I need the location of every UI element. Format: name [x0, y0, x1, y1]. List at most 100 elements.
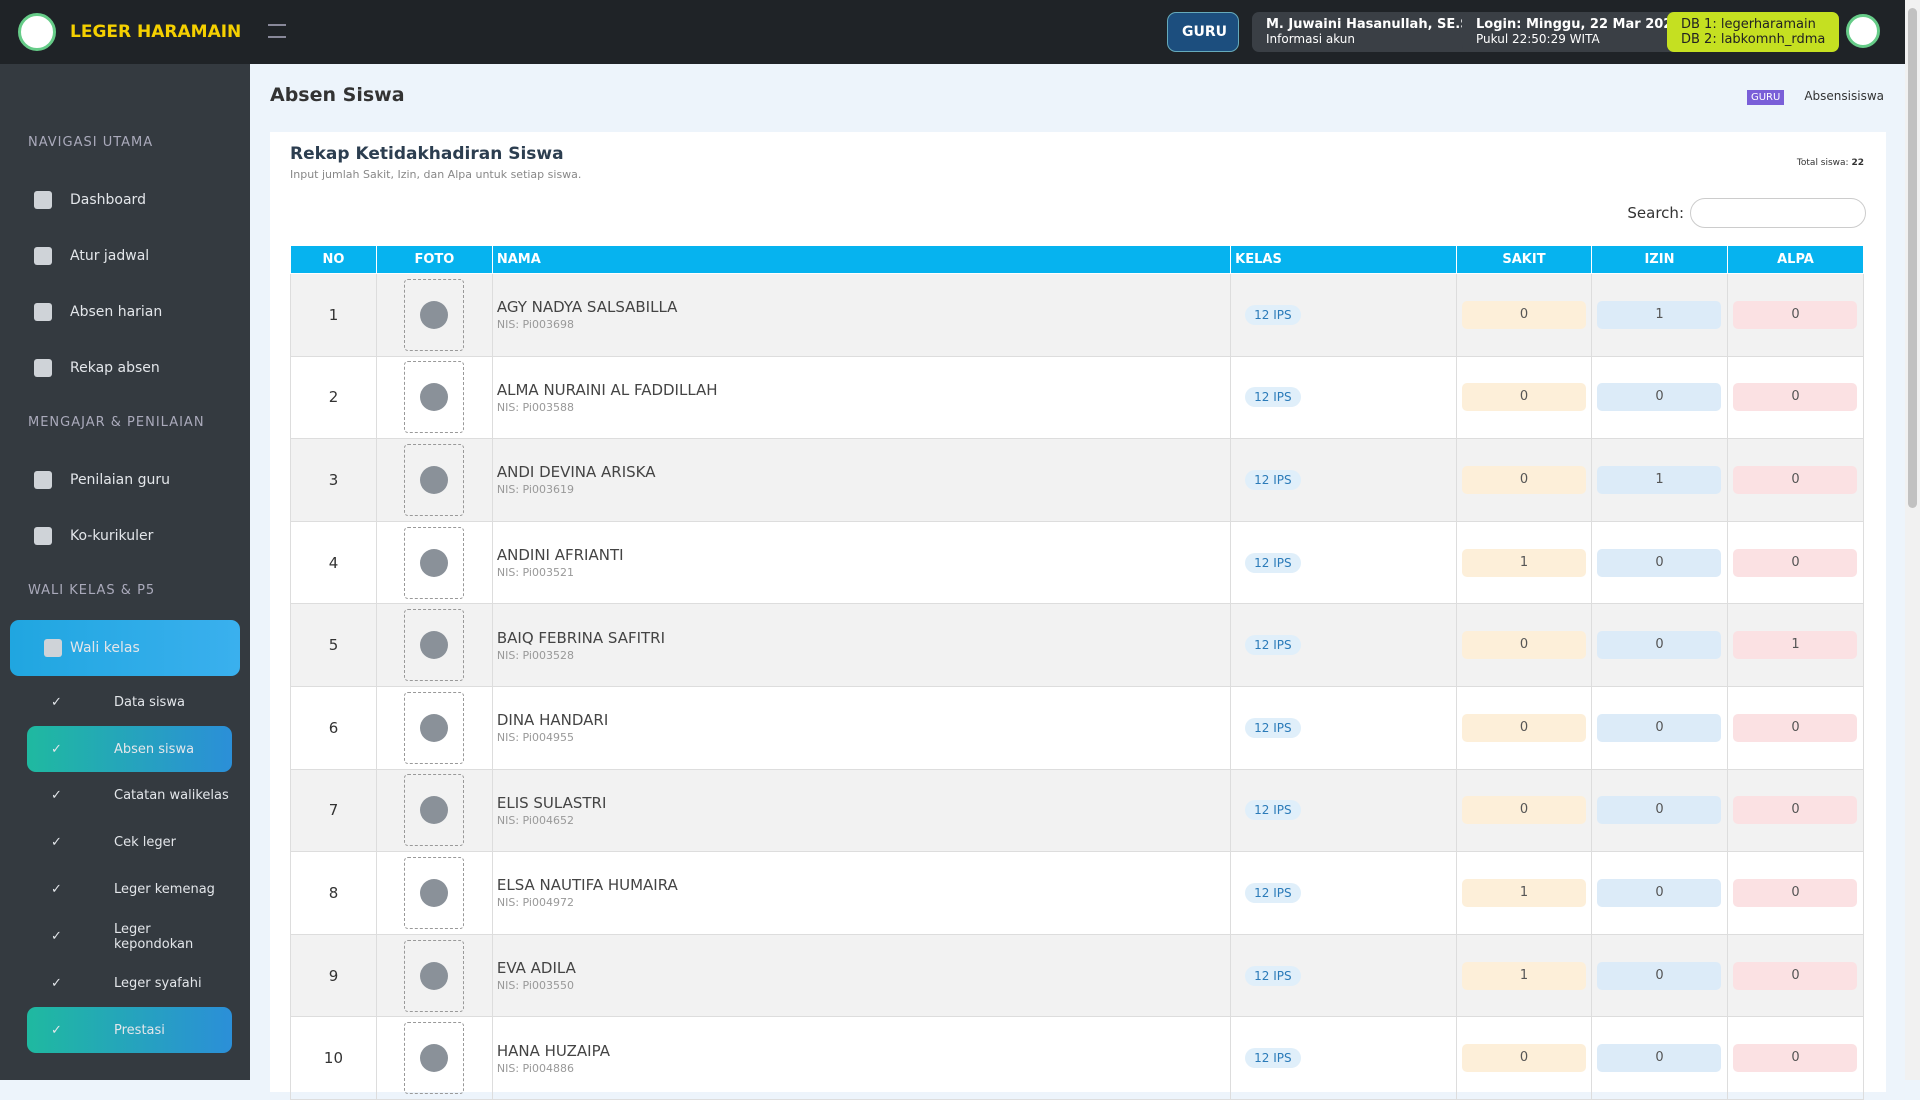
column-header[interactable]: NAMA [491, 245, 1232, 274]
nav-item[interactable]: Absen harian [0, 284, 250, 340]
sakit-input[interactable]: 1 [1461, 961, 1586, 990]
table-row: 10 HANA HUZAIPA NIS: Pi004886 12 IPS 0 0 0 [290, 1016, 1865, 1100]
student-nis: NIS: Pi004886 [496, 1061, 574, 1075]
nav-item[interactable]: Dashboard [0, 172, 250, 228]
sub-item[interactable]: Absen siswa [27, 726, 232, 772]
photo [404, 939, 465, 1012]
row-no: 7 [290, 768, 377, 853]
menu-toggle[interactable] [268, 24, 286, 38]
nav-item[interactable]: Rekap absen [0, 340, 250, 396]
alpa-cell: 0 [1726, 768, 1865, 853]
header-row: NO FOTO NAMA KELAS SAKIT IZIN ALPA [290, 245, 1865, 274]
sakit-input[interactable]: 0 [1461, 300, 1586, 329]
breadcrumb: GURU Absensisiswa [1746, 89, 1884, 105]
sakit-cell: 1 [1455, 933, 1592, 1018]
breadcrumb-badge[interactable]: GURU [1746, 90, 1785, 105]
izin-input[interactable]: 0 [1597, 548, 1722, 577]
alpa-cell: 0 [1726, 355, 1865, 440]
column-header[interactable]: FOTO [375, 245, 493, 274]
scroll-thumb[interactable] [1908, 8, 1917, 508]
nav-item[interactable]: Penilaian guru [0, 452, 250, 508]
photo-cell [375, 355, 493, 440]
izin-input[interactable]: 0 [1597, 961, 1722, 990]
alpa-input[interactable]: 0 [1733, 796, 1858, 825]
sakit-cell: 0 [1455, 768, 1592, 853]
alpa-input[interactable]: 0 [1733, 713, 1858, 742]
izin-input[interactable]: 0 [1597, 383, 1722, 412]
alpa-input[interactable]: 0 [1733, 878, 1858, 907]
alpa-input[interactable]: 0 [1733, 465, 1858, 494]
nav-item[interactable]: Atur jadwal [0, 228, 250, 284]
spacer [0, 156, 250, 172]
table-row: 8 ELSA NAUTIFA HUMAIRA NIS: Pi004972 12 IPS… [290, 851, 1865, 935]
column-header[interactable]: ALPA [1726, 245, 1865, 274]
izin-input[interactable]: 0 [1597, 796, 1722, 825]
spacer [0, 604, 250, 620]
top-bar: LEGER HARAMAIN GURU M. Juwaini Hasanulla… [0, 0, 1905, 64]
kelas-badge: 12 IPS [1245, 965, 1301, 986]
sakit-input[interactable]: 0 [1461, 713, 1586, 742]
photo-cell [375, 273, 493, 357]
total: Total siswa: 22 [1797, 158, 1864, 168]
table-body: 1 AGY NADYA SALSABILLA NIS: Pi003698 12 IPS… [290, 273, 1865, 1100]
sakit-input[interactable]: 0 [1461, 465, 1586, 494]
column-header[interactable]: KELAS [1230, 245, 1457, 274]
izin-input[interactable]: 0 [1597, 878, 1722, 907]
name-cell: EVA ADILA NIS: Pi003550 [491, 933, 1232, 1018]
alpa-cell: 0 [1726, 933, 1865, 1018]
alpa-input[interactable]: 0 [1733, 1044, 1858, 1073]
sub-item[interactable]: Leger kepondokan [27, 913, 232, 960]
sakit-input[interactable]: 0 [1461, 383, 1586, 412]
alpa-input[interactable]: 0 [1733, 300, 1858, 329]
alpa-input[interactable]: 0 [1733, 961, 1858, 990]
search-input[interactable] [1690, 198, 1866, 228]
photo-icon [420, 548, 449, 577]
photo [404, 443, 465, 516]
row-no: 9 [290, 933, 377, 1018]
alpa-input[interactable]: 1 [1733, 631, 1858, 660]
nav-item[interactable]: Wali kelas [10, 620, 240, 676]
table-row: 5 BAIQ FEBRINA SAFITRI NIS: Pi003528 12 IPS… [290, 603, 1865, 687]
nav-item[interactable]: Ko-kurikuler [0, 508, 250, 564]
kelas-badge: 12 IPS [1245, 635, 1301, 656]
alpa-cell: 0 [1726, 520, 1865, 605]
sub-item[interactable]: Cek leger [27, 819, 232, 866]
student-name: ELIS SULASTRI [496, 793, 607, 812]
row-no: 2 [290, 355, 377, 440]
sub-item[interactable]: Data siswa [27, 679, 232, 726]
sakit-input[interactable]: 1 [1461, 548, 1586, 577]
name-cell: DINA HANDARI NIS: Pi004955 [491, 685, 1232, 770]
sakit-input[interactable]: 1 [1461, 878, 1586, 907]
column-header[interactable]: IZIN [1590, 245, 1728, 274]
user-info[interactable]: M. Juwaini Hasanullah, SE.Sy Informasi ak… [1252, 12, 1493, 52]
role-button[interactable]: GURU [1167, 12, 1239, 52]
sub-item[interactable]: Leger syafahi [27, 960, 232, 1007]
alpa-cell: 0 [1726, 851, 1865, 935]
column-header[interactable]: SAKIT [1455, 245, 1592, 274]
scrollbar[interactable] [1905, 0, 1920, 1080]
sakit-input[interactable]: 0 [1461, 1044, 1586, 1073]
izin-input[interactable]: 1 [1597, 300, 1722, 329]
avatar[interactable] [1846, 14, 1880, 48]
alpa-input[interactable]: 0 [1733, 548, 1858, 577]
column-header[interactable]: NO [290, 245, 377, 274]
izin-input[interactable]: 1 [1597, 465, 1722, 494]
table: NO FOTO NAMA KELAS SAKIT IZIN ALPA 1 AGY NADYA S… [290, 245, 1865, 1100]
kelas-cell: 12 IPS [1230, 933, 1457, 1018]
brand[interactable]: LEGER HARAMAIN [0, 0, 250, 64]
sakit-input[interactable]: 0 [1461, 631, 1586, 660]
sub-item[interactable]: Leger kemenag [27, 866, 232, 913]
sub-item[interactable]: Prestasi [27, 1007, 232, 1053]
photo [404, 526, 465, 599]
sakit-cell: 1 [1455, 851, 1592, 935]
photo [404, 278, 465, 351]
spacer [0, 64, 250, 130]
kelas-cell: 12 IPS [1230, 273, 1457, 357]
alpa-input[interactable]: 0 [1733, 383, 1858, 412]
izin-input[interactable]: 0 [1597, 713, 1722, 742]
izin-input[interactable]: 0 [1597, 1044, 1722, 1073]
sakit-input[interactable]: 0 [1461, 796, 1586, 825]
sub-item[interactable]: Catatan walikelas [27, 772, 232, 819]
izin-input[interactable]: 0 [1597, 631, 1722, 660]
